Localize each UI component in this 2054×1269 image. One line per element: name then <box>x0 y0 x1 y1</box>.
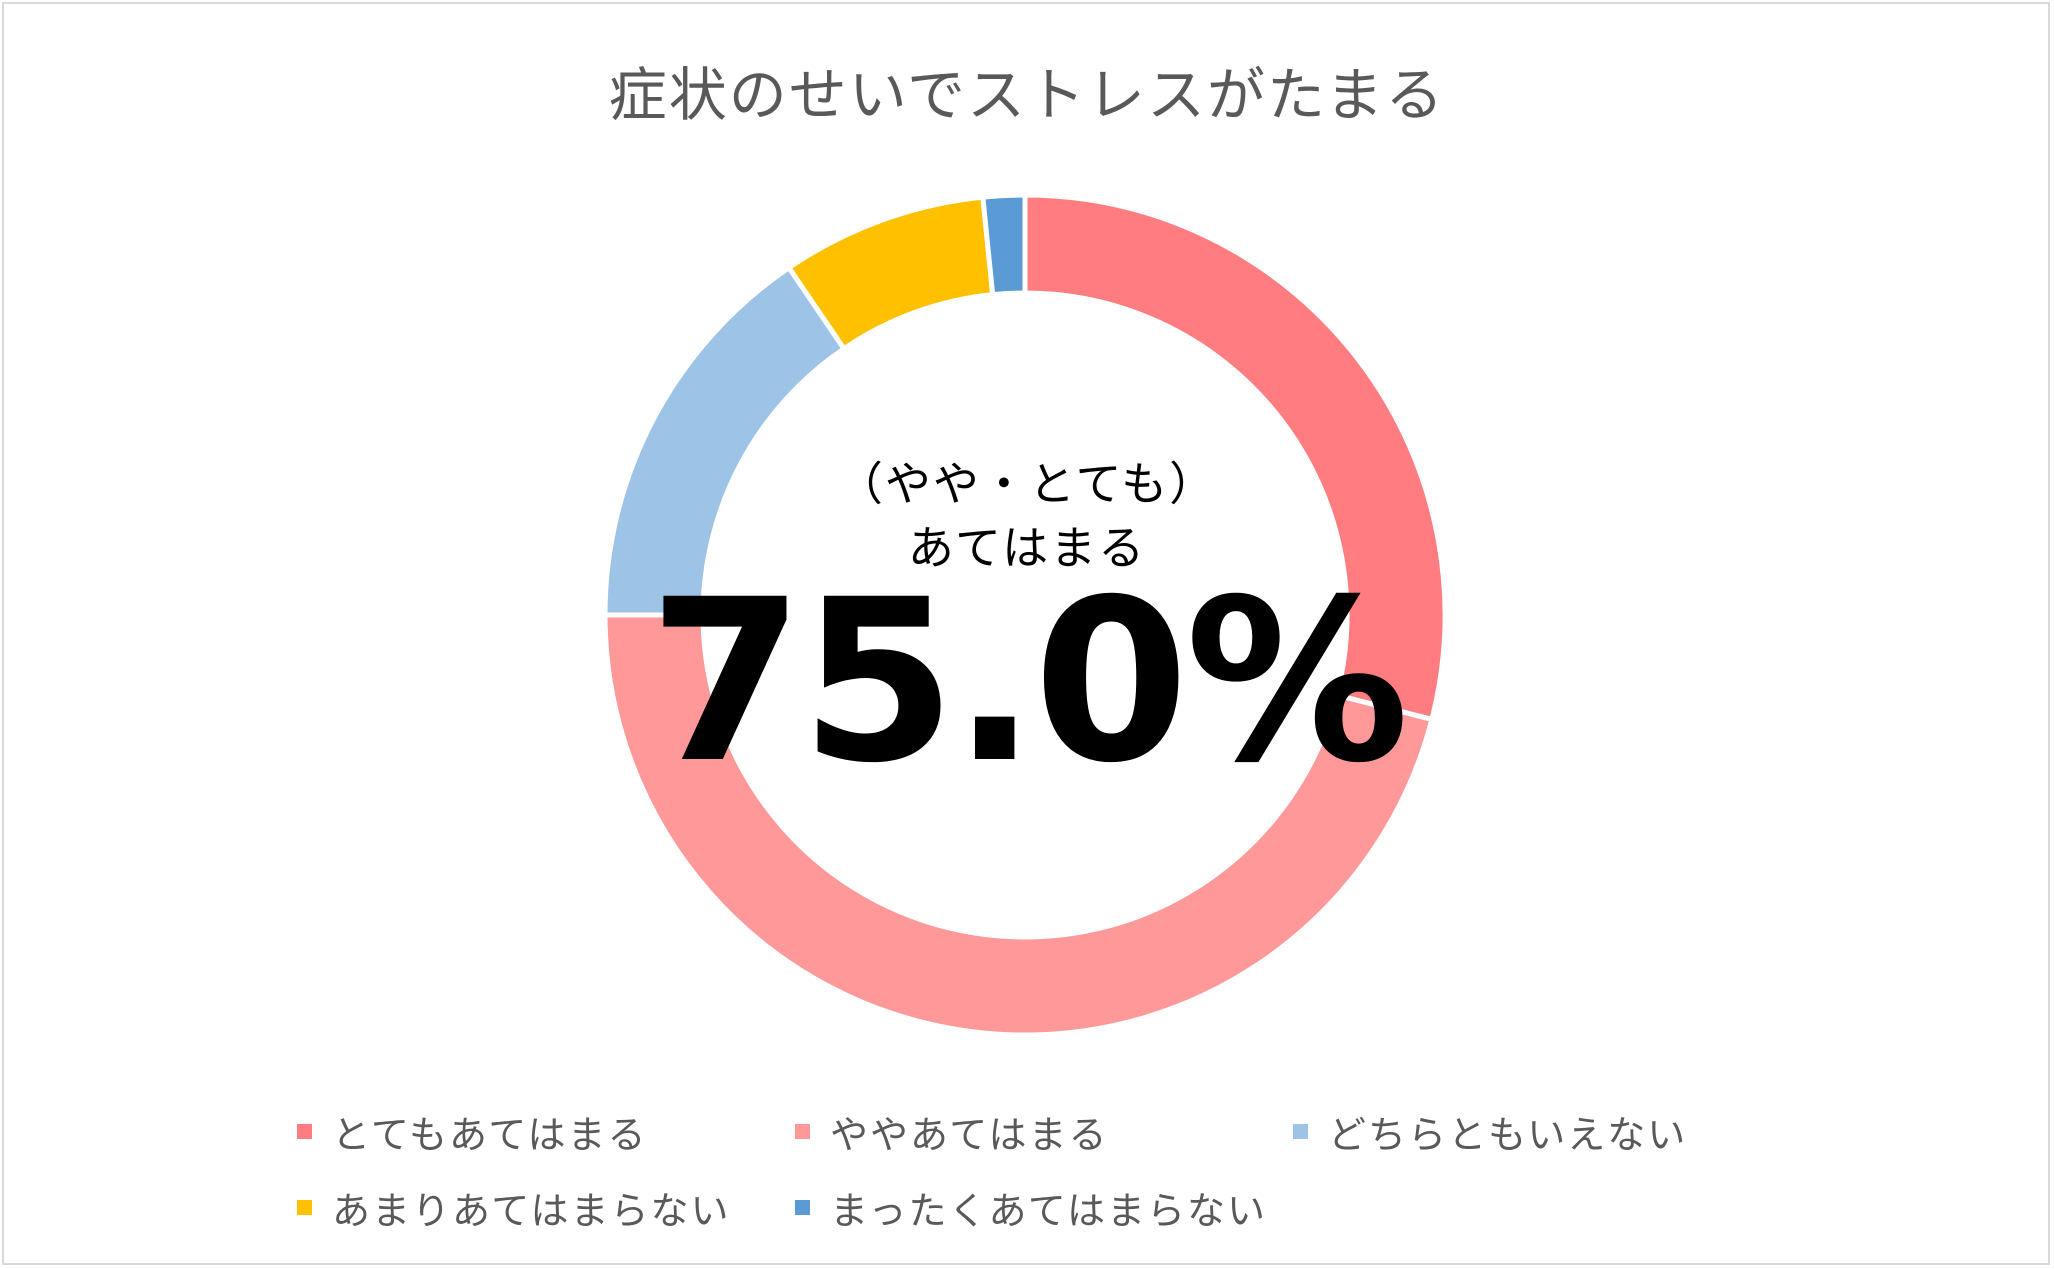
legend-swatch-neutral <box>1293 1124 1308 1139</box>
legend-item-very-true: とてもあてはまる <box>297 1104 647 1159</box>
legend-swatch-very-true <box>297 1124 312 1139</box>
legend-swatch-not-at-all-true <box>795 1200 810 1215</box>
donut-slice-not-at-all-true <box>980 192 1028 298</box>
center-label-line1: （やや・とても） <box>836 457 1218 511</box>
legend-swatch-not-really-true <box>297 1200 312 1215</box>
legend-label-not-really-true: あまりあてはまらない <box>332 1189 731 1233</box>
legend-swatch-somewhat-true <box>795 1124 810 1139</box>
legend-item-somewhat-true: ややあてはまる <box>795 1104 1108 1159</box>
legend-item-not-really-true: あまりあてはまらない <box>297 1180 730 1235</box>
chart-title: 症状のせいでストレスがたまる <box>608 61 1446 129</box>
donut-slice-very-true <box>1022 192 1448 723</box>
legend-label-somewhat-true: ややあてはまる <box>830 1113 1109 1157</box>
legend-item-not-at-all-true: まったくあてはまらない <box>795 1180 1267 1235</box>
center-label-line2: あてはまる <box>907 521 1147 575</box>
donut-slice-somewhat-true <box>602 612 1435 1038</box>
legend-label-not-at-all-true: まったくあてはまらない <box>830 1189 1267 1233</box>
center-total-value: 75.0% <box>648 551 1409 812</box>
legend-item-neutral: どちらともいえない <box>1293 1104 1687 1159</box>
legend-label-very-true: とてもあてはまる <box>332 1113 648 1157</box>
legend-label-neutral: どちらともいえない <box>1328 1113 1688 1157</box>
